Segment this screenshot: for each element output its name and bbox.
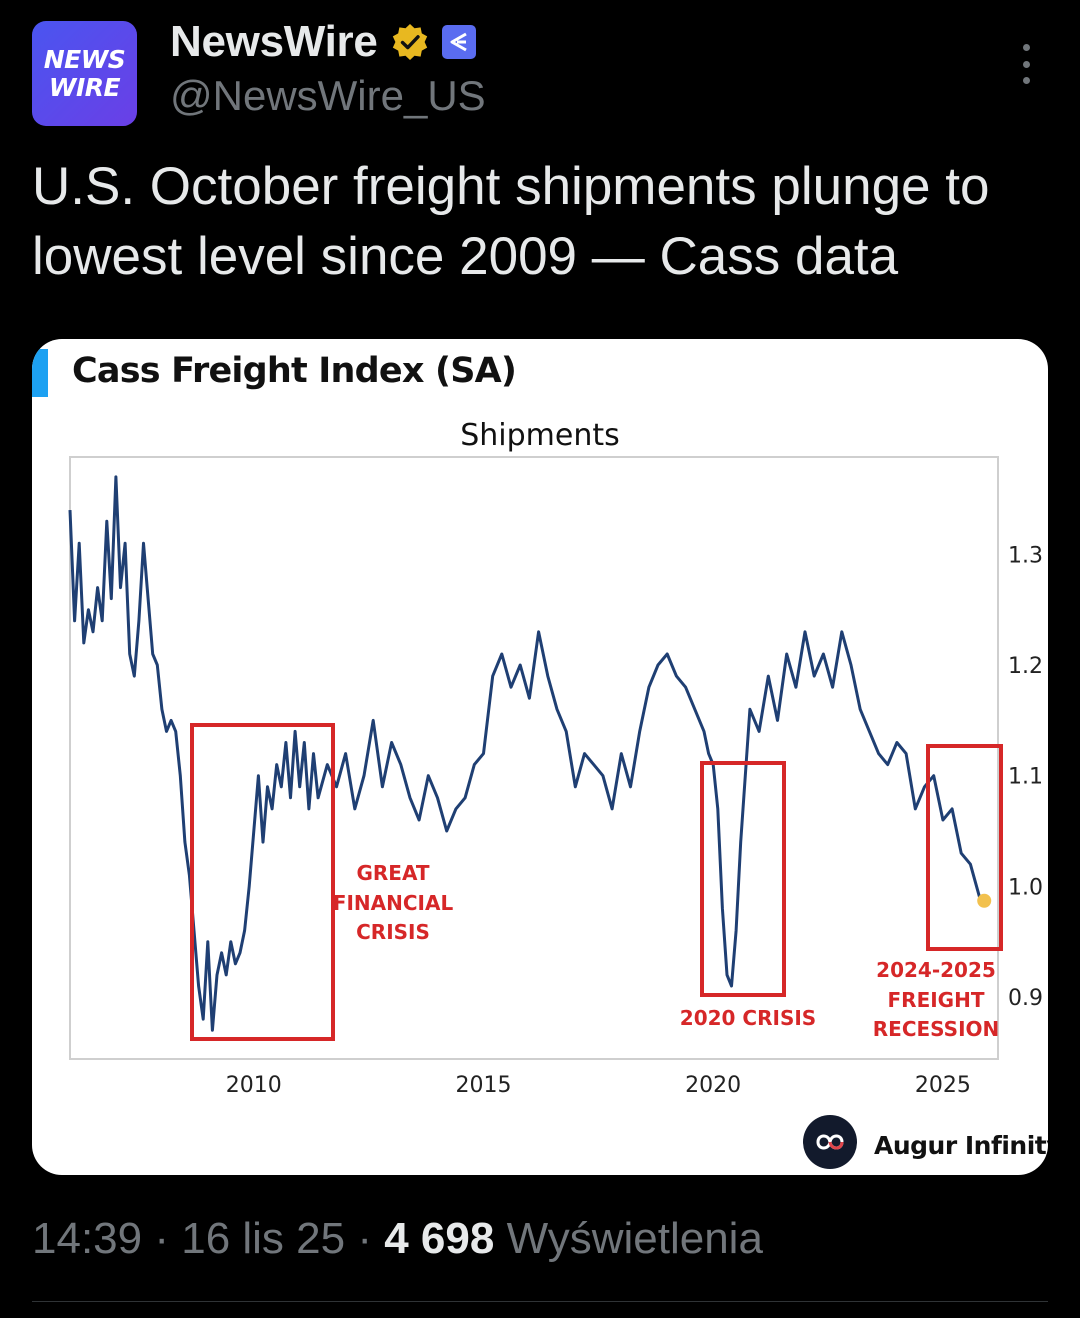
x-tick-label: 2020: [685, 1073, 741, 1098]
card-title: Cass Freight Index (SA): [72, 351, 517, 391]
x-tick-label: 2010: [226, 1073, 282, 1098]
y-tick-label: 1.3: [1008, 543, 1043, 568]
account-name[interactable]: NewsWire: [170, 17, 378, 66]
affiliate-badge-icon[interactable]: [441, 25, 476, 59]
recession-highlight-box: [926, 744, 1003, 951]
tweet-time[interactable]: 14:39: [32, 1214, 143, 1263]
y-tick-label: 1.2: [1008, 654, 1043, 679]
covid-highlight-box: [700, 761, 786, 997]
avatar-text-line2: WIRE: [48, 72, 121, 102]
plot-frame: [69, 456, 999, 1060]
y-tick-label: 1.1: [1008, 765, 1043, 790]
x-tick-label: 2025: [915, 1073, 971, 1098]
tweet-date[interactable]: 16 lis 25: [181, 1214, 346, 1263]
series-line-shipments: [68, 475, 982, 1032]
verified-badge-icon[interactable]: [390, 22, 430, 62]
account-name-row: NewsWire: [170, 14, 476, 70]
account-handle[interactable]: @NewsWire_US: [170, 72, 486, 119]
augur-infinity-logo-icon: [803, 1115, 857, 1169]
annotation-recession-line2: FREIGHT: [888, 988, 985, 1012]
annotation-recession-line3: RECESSION: [873, 1017, 1000, 1041]
views-count: 4 698: [384, 1214, 495, 1263]
views-label: Wyświetlenia: [506, 1214, 763, 1263]
chart-card[interactable]: Cass Freight Index (SA) Shipments 1.3 1.2…: [32, 339, 1048, 1175]
more-options-icon[interactable]: [1016, 44, 1036, 84]
shipments-chart: Shipments 1.3 1.2 1.1 1.0 0.9 2010 2015 2020 20…: [68, 418, 1048, 1169]
tweet-text: U.S. October freight shipments plunge to…: [32, 157, 990, 286]
annotation-gfc-line3: CRISIS: [356, 920, 430, 944]
brand-name: Augur Infinity: [874, 1131, 1048, 1160]
annotation-covid: 2020 CRISIS: [680, 1006, 816, 1030]
meta-separator: ·: [142, 1214, 182, 1263]
chart-title: Shipments: [460, 418, 620, 453]
divider: [32, 1301, 1048, 1302]
annotation-recession-line1: 2024-2025: [876, 958, 996, 982]
tweet-meta: 14:39 · 16 lis 25 · 4 698 Wyświetlenia: [32, 1214, 763, 1264]
latest-value-marker: [977, 893, 992, 908]
card-accent-bar: [32, 349, 48, 397]
annotation-gfc-line1: GREAT: [356, 861, 429, 885]
gfc-highlight-box: [190, 723, 335, 1041]
meta-separator: ·: [345, 1214, 385, 1263]
avatar-text-line1: NEWS: [43, 44, 126, 74]
avatar[interactable]: NEWS WIRE: [32, 21, 137, 126]
y-tick-label: 1.0: [1008, 875, 1043, 900]
annotation-gfc-line2: FINANCIAL: [333, 891, 454, 915]
x-tick-label: 2015: [455, 1073, 511, 1098]
y-tick-label: 0.9: [1008, 986, 1043, 1011]
